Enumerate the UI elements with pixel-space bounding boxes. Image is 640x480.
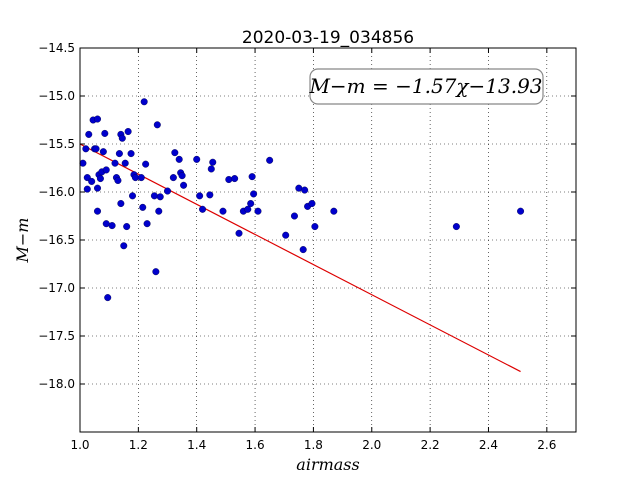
data-point: [180, 181, 188, 189]
data-point: [111, 159, 119, 167]
data-point: [94, 207, 102, 215]
data-point: [96, 175, 104, 183]
data-point: [101, 129, 109, 137]
data-point: [120, 242, 128, 250]
fit-line: [79, 143, 521, 373]
data-point: [104, 294, 112, 302]
y-tick-label: −18.0: [38, 377, 75, 391]
data-point: [79, 159, 87, 167]
data-point: [250, 190, 258, 198]
data-point: [295, 184, 303, 192]
data-point: [102, 166, 110, 174]
data-point: [153, 121, 161, 129]
data-point: [244, 205, 252, 213]
x-axis-label: airmass: [296, 455, 359, 474]
data-point: [290, 212, 298, 220]
data-point: [85, 130, 93, 138]
x-tick-label: 1.8: [304, 438, 323, 452]
data-point: [209, 158, 217, 166]
data-point: [129, 192, 137, 200]
x-tick-label: 2.6: [537, 438, 556, 452]
fit-annotation: M−m = −1.57χ−13.93: [308, 68, 544, 105]
data-point: [137, 174, 145, 182]
y-tick-label: −16.0: [38, 185, 75, 199]
data-point: [311, 223, 319, 231]
y-tick-label: −17.0: [38, 281, 75, 295]
x-tick-label: 1.4: [187, 438, 206, 452]
chart-title: 2020-03-19_034856: [242, 28, 414, 48]
annotation-box: [309, 68, 544, 105]
data-point: [150, 192, 158, 200]
annotation-text: M−m = −1.57χ−13.93: [308, 74, 542, 98]
x-tick-label: 2.0: [362, 438, 381, 452]
data-point: [225, 176, 233, 184]
fit-line-layer: [79, 143, 521, 373]
y-tick-label: −16.5: [38, 233, 75, 247]
data-point: [199, 205, 207, 213]
data-point: [142, 160, 150, 168]
data-point: [171, 149, 179, 157]
data-point: [156, 193, 164, 201]
data-point: [452, 223, 460, 231]
data-point: [92, 145, 100, 153]
x-tick-label: 1.2: [129, 438, 148, 452]
data-point: [207, 165, 215, 173]
x-tick-label: 2.4: [479, 438, 498, 452]
data-point: [114, 176, 122, 184]
data-point: [83, 185, 91, 193]
data-point: [164, 187, 172, 195]
y-tick-label: −15.5: [38, 137, 75, 151]
data-point: [282, 231, 290, 239]
axis-ticks: 1.0 1.2 1.4 1.6 1.8 2.0 2.2 2.4 2.6 −14.5 −15.0 −15…: [38, 41, 576, 452]
data-point: [330, 207, 338, 215]
data-point: [82, 145, 90, 153]
data-point: [99, 148, 107, 156]
data-point: [121, 159, 129, 167]
data-point: [266, 156, 274, 164]
data-point: [235, 229, 243, 237]
data-point: [517, 207, 525, 215]
data-point: [131, 174, 139, 182]
data-point: [88, 177, 96, 185]
x-tick-label: 1.0: [70, 438, 89, 452]
y-tick-label: −14.5: [38, 41, 75, 55]
data-point: [299, 246, 307, 254]
data-point: [231, 175, 239, 183]
data-point: [143, 220, 151, 228]
x-tick-label: 1.6: [246, 438, 265, 452]
data-point: [115, 150, 123, 158]
data-point: [206, 191, 214, 199]
data-point: [175, 155, 183, 163]
data-point: [127, 150, 135, 158]
data-point: [139, 203, 147, 211]
data-point: [248, 173, 256, 181]
data-point: [102, 220, 110, 228]
data-point: [118, 134, 126, 142]
data-point: [308, 200, 316, 208]
data-point: [193, 155, 201, 163]
data-point: [94, 184, 102, 192]
data-points: [79, 98, 525, 302]
data-point: [196, 192, 204, 200]
data-point: [219, 207, 227, 215]
data-point: [155, 207, 163, 215]
x-tick-label: 2.2: [421, 438, 440, 452]
data-point: [117, 200, 125, 208]
data-point: [94, 115, 102, 123]
data-point: [178, 172, 186, 180]
data-point: [140, 98, 148, 106]
data-point: [301, 186, 309, 194]
y-axis-label: M−m: [13, 218, 32, 264]
y-tick-label: −17.5: [38, 329, 75, 343]
data-point: [169, 174, 177, 182]
data-point: [152, 268, 160, 276]
data-point: [254, 207, 262, 215]
data-point: [108, 222, 116, 230]
y-tick-label: −15.0: [38, 89, 75, 103]
data-point: [123, 223, 131, 231]
data-point: [124, 128, 132, 136]
data-point: [247, 200, 255, 208]
